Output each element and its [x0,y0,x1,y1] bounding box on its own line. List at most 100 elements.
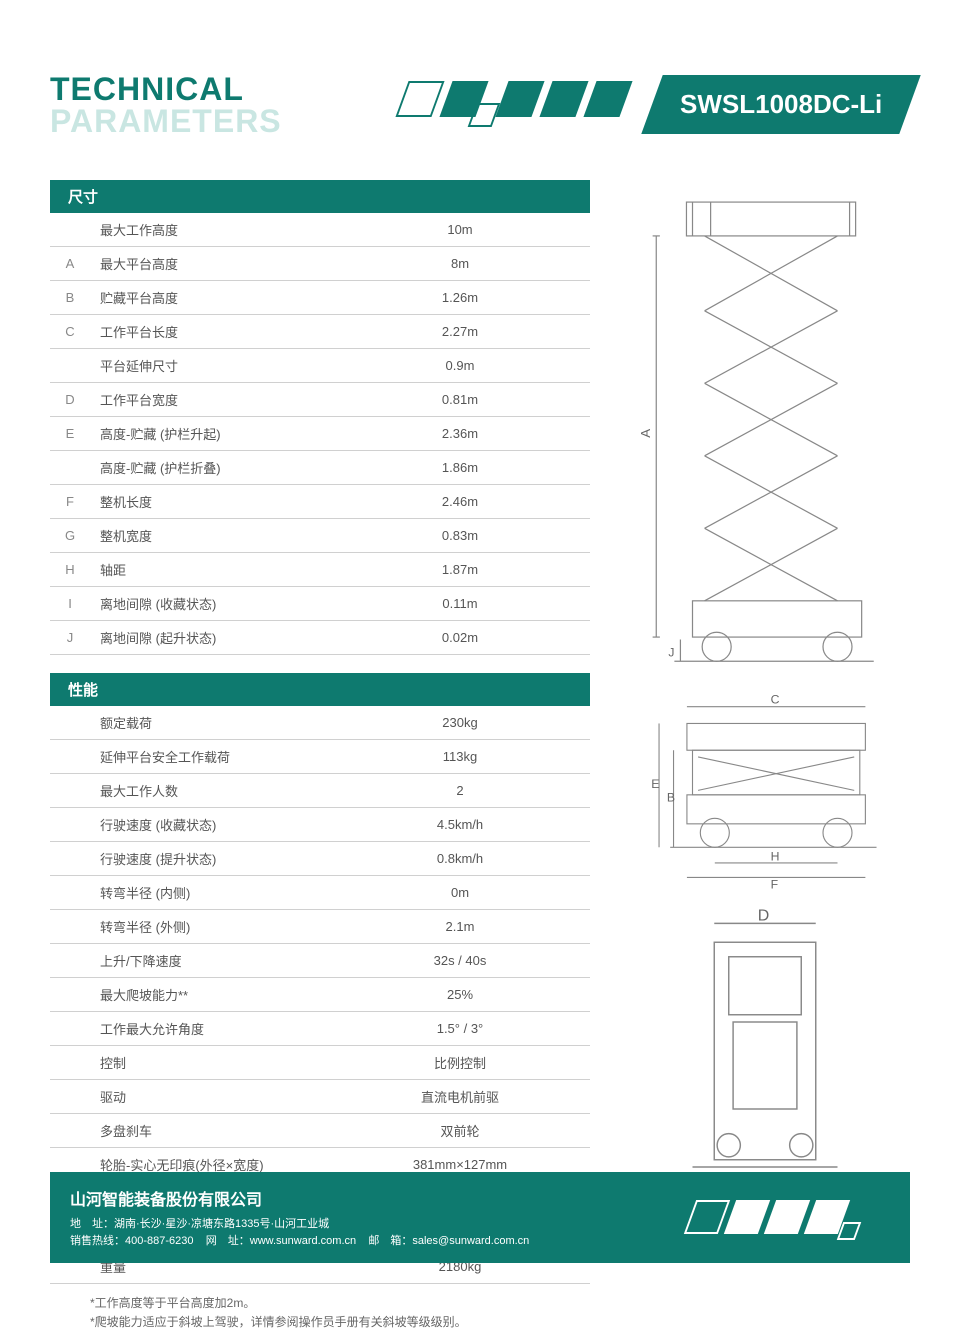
row-label: 工作最大允许角度 [90,1012,330,1046]
row-letter: C [50,315,90,349]
row-letter [50,1012,90,1046]
row-letter: D [50,383,90,417]
row-value: 1.5° / 3° [330,1012,590,1046]
dimensions-table: 最大工作高度10mA最大平台高度8mB贮藏平台高度1.26mC工作平台长度2.2… [50,213,590,655]
footer: 山河智能装备股份有限公司 地 址：湖南·长沙·星沙·凉塘东路1335号·山河工业… [50,1172,910,1263]
table-row: 转弯半径 (外侧)2.1m [50,910,590,944]
row-value: 比例控制 [330,1046,590,1080]
row-label: 最大平台高度 [90,247,330,281]
table-row: B贮藏平台高度1.26m [50,281,590,315]
row-label: 控制 [90,1046,330,1080]
title-block: TECHNICAL PARAMETERS [50,73,282,137]
row-value: 0m [330,876,590,910]
row-letter [50,774,90,808]
row-value: 0.81m [330,383,590,417]
web-label: 网 址： [206,1235,250,1247]
row-value: 2.27m [330,315,590,349]
table-row: G整机宽度0.83m [50,519,590,553]
table-row: 高度-贮藏 (护栏折叠)1.86m [50,451,590,485]
company-name: 山河智能装备股份有限公司 [70,1186,690,1210]
table-row: I离地间隙 (收藏状态)0.11m [50,587,590,621]
note-2: *爬坡能力适应于斜坡上驾驶，详情参阅操作员手册有关斜坡等级级别。 [90,1313,590,1332]
row-letter: I [50,587,90,621]
table-row: 上升/下降速度32s / 40s [50,944,590,978]
table-row: 转弯半径 (内侧)0m [50,876,590,910]
row-letter: F [50,485,90,519]
dim-J: J [668,645,674,659]
row-label: 多盘刹车 [90,1114,330,1148]
model-badge: SWSL1008DC-Li [641,75,921,134]
row-label: 平台延伸尺寸 [90,349,330,383]
section-dimensions-header: 尺寸 [50,180,590,213]
table-row: 最大工作高度10m [50,213,590,247]
dim-C: C [771,693,780,707]
row-value: 25% [330,978,590,1012]
model-text: SWSL1008DC-Li [680,89,882,120]
table-row: H轴距1.87m [50,553,590,587]
row-value: 113kg [330,740,590,774]
row-letter: E [50,417,90,451]
row-label: 延伸平台安全工作载荷 [90,740,330,774]
contact-address: 地 址：湖南·长沙·星沙·凉塘东路1335号·山河工业城 [70,1216,690,1233]
row-letter [50,876,90,910]
row-label: 行驶速度 (收藏状态) [90,808,330,842]
table-row: 行驶速度 (提升状态)0.8km/h [50,842,590,876]
table-row: F整机长度2.46m [50,485,590,519]
table-row: C工作平台长度2.27m [50,315,590,349]
row-label: 工作平台长度 [90,315,330,349]
table-row: 平台延伸尺寸0.9m [50,349,590,383]
row-value: 0.02m [330,621,590,655]
section-performance-header: 性能 [50,673,590,706]
dim-H: H [771,850,780,864]
contact-line2: 销售热线：400-887-6230 网 址：www.sunward.com.cn… [70,1233,690,1250]
table-row: J离地间隙 (起升状态)0.02m [50,621,590,655]
title-line1: TECHNICAL [50,73,282,105]
row-letter: A [50,247,90,281]
header: TECHNICAL PARAMETERS SWSL1008DC-Li [50,60,910,150]
table-row: 多盘刹车双前轮 [50,1114,590,1148]
row-label: 额定载荷 [90,706,330,740]
spec-tables: 尺寸 最大工作高度10mA最大平台高度8mB贮藏平台高度1.26mC工作平台长度… [50,180,590,1332]
row-value: 0.8km/h [330,842,590,876]
table-row: 工作最大允许角度1.5° / 3° [50,1012,590,1046]
row-value: 32s / 40s [330,944,590,978]
row-value: 4.5km/h [330,808,590,842]
row-letter: B [50,281,90,315]
row-value: 1.26m [330,281,590,315]
row-letter [50,910,90,944]
dim-F: F [771,878,778,891]
web: www.sunward.com.cn [250,1235,356,1247]
row-letter [50,808,90,842]
row-letter [50,1046,90,1080]
table-row: E高度-贮藏 (护栏升起)2.36m [50,417,590,451]
row-letter [50,1080,90,1114]
row-label: 最大爬坡能力** [90,978,330,1012]
table-row: 行驶速度 (收藏状态)4.5km/h [50,808,590,842]
diagrams: A J [620,180,910,1332]
row-label: 轴距 [90,553,330,587]
table-row: 额定载荷230kg [50,706,590,740]
notes: *工作高度等于平台高度加2m。 *爬坡能力适应于斜坡上驾驶，详情参阅操作员手册有… [50,1294,590,1332]
row-label: 最大工作人数 [90,774,330,808]
dim-B: B [667,791,675,805]
row-label: 上升/下降速度 [90,944,330,978]
row-value: 0.83m [330,519,590,553]
table-row: A最大平台高度8m [50,247,590,281]
row-letter [50,978,90,1012]
title-line2: PARAMETERS [50,105,282,137]
row-value: 双前轮 [330,1114,590,1148]
row-letter [50,842,90,876]
table-row: 控制比例控制 [50,1046,590,1080]
table-row: 最大工作人数2 [50,774,590,808]
table-row: 驱动直流电机前驱 [50,1080,590,1114]
row-label: 整机长度 [90,485,330,519]
row-label: 转弯半径 (内侧) [90,876,330,910]
table-row: 最大爬坡能力**25% [50,978,590,1012]
row-value: 8m [330,247,590,281]
hotline: 400-887-6230 [125,1235,194,1247]
row-label: 高度-贮藏 (护栏升起) [90,417,330,451]
dim-A: A [638,429,653,438]
row-letter: H [50,553,90,587]
dim-D: D [758,908,770,925]
header-decor: SWSL1008DC-Li [402,75,910,135]
